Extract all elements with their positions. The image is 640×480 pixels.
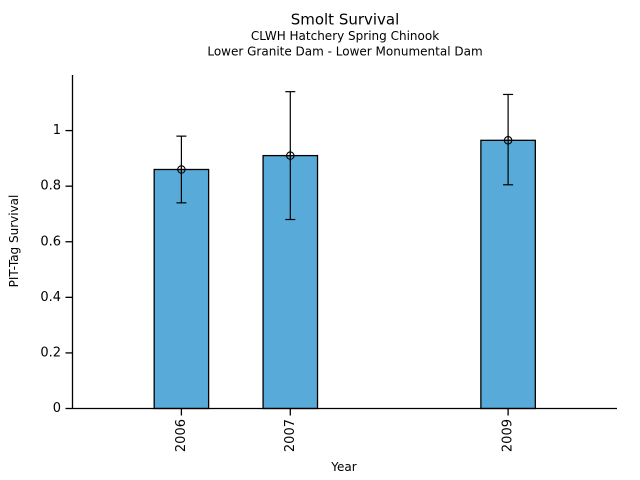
bars-layer (153, 139, 536, 410)
y-ticks-layer: 0 0.2 0.4 0.6 0.8 1 (40, 123, 73, 416)
x-ticks-layer: 2006 2007 2009 (174, 408, 516, 452)
error-bars-layer (175, 91, 514, 221)
x-tick-label-2009: 2009 (501, 419, 516, 452)
y-axis-title: PIT-Tag Survival (7, 195, 21, 288)
bar-2006 (153, 168, 210, 410)
y-tick-label-0: 0 (53, 401, 61, 416)
y-tick-label-0.2: 0.2 (40, 345, 61, 360)
y-tick-label-0.8: 0.8 (40, 179, 61, 194)
chart-title: Smolt Survival (291, 11, 400, 29)
x-tick-label-2006: 2006 (174, 419, 189, 452)
x-tick-label-2007: 2007 (283, 419, 298, 452)
y-tick-label-1: 1 (53, 123, 61, 138)
chart-subtitle-reach: Lower Granite Dam - Lower Monumental Dam (207, 45, 482, 59)
x-axis-title: Year (330, 460, 356, 474)
chart-subtitle-species: CLWH Hatchery Spring Chinook (251, 29, 439, 43)
y-tick-label-0.4: 0.4 (40, 290, 61, 305)
y-tick-label-0.6: 0.6 (40, 234, 61, 249)
